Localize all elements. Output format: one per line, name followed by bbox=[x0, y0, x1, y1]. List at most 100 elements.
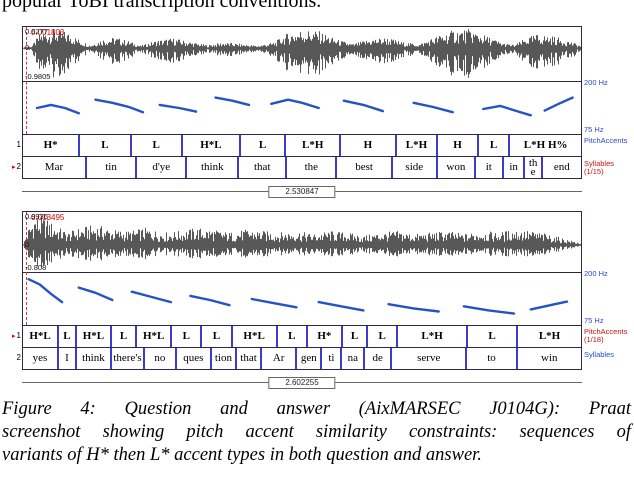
praat-editor: 0.013495 0.9936 0 -0.808 1 H*LLH*LLH*LLL… bbox=[17, 211, 582, 370]
tier-number[interactable]: 2 bbox=[9, 162, 21, 171]
pitch-area[interactable] bbox=[23, 273, 581, 326]
interval-pitch-accent[interactable]: H* bbox=[43, 139, 58, 151]
interval-word[interactable]: that bbox=[234, 348, 260, 369]
interval-pitch-accent[interactable]: L bbox=[170, 326, 200, 347]
tier-syllables: 2 Martind'yethinkthatthebestsidewonitint… bbox=[17, 156, 581, 178]
interval-pitch-accent[interactable]: L bbox=[57, 326, 75, 347]
interval-word[interactable]: won bbox=[435, 157, 474, 178]
interval-pitch-accent[interactable]: H*L bbox=[29, 330, 51, 342]
amplitude-zero-label: 0 bbox=[25, 43, 30, 53]
pitch-min-label: 75 Hz bbox=[584, 125, 604, 134]
interval-pitch-accent[interactable]: L*H bbox=[516, 326, 581, 347]
pitch-max-label: 200 Hz bbox=[584, 269, 608, 278]
selection-duration[interactable]: 2.602255 bbox=[268, 377, 336, 389]
body-text-cropped: popular ToBI transcription conventions. bbox=[2, 0, 634, 13]
interval-pitch-accent[interactable]: L bbox=[200, 326, 230, 347]
interval-word[interactable]: end bbox=[540, 157, 581, 178]
interval-word[interactable]: gen bbox=[295, 348, 320, 369]
interval-word[interactable]: the bbox=[285, 157, 335, 178]
amplitude-max-label: 0.9936 bbox=[25, 212, 48, 221]
duration-bar: 2.530847 bbox=[22, 186, 582, 198]
figure-caption: Figure 4: Question and answer (AixMARSEC… bbox=[2, 398, 631, 467]
interval-pitch-accent[interactable]: L*H bbox=[284, 135, 339, 156]
interval-word[interactable]: think bbox=[74, 348, 110, 369]
interval-word[interactable]: th e bbox=[523, 157, 540, 178]
interval-pitch-accent[interactable]: H*L bbox=[230, 326, 276, 347]
interval-pitch-accent[interactable]: H*L bbox=[74, 326, 110, 347]
interval-pitch-accent[interactable]: L bbox=[129, 135, 181, 156]
praat-editor-panel-answer: 0.013495 0.9936 0 -0.808 1 H*LLH*LLH*LLL… bbox=[17, 211, 634, 389]
interval-word[interactable]: side bbox=[390, 157, 436, 178]
interval-pitch-accent[interactable]: L*H bbox=[394, 135, 437, 156]
tier-name-pitchaccents: PitchAccents (1/18) bbox=[584, 327, 628, 344]
interval-pitch-accent[interactable]: H* bbox=[305, 326, 341, 347]
interval-word[interactable]: in bbox=[501, 157, 524, 178]
interval-pitch-accent[interactable]: H bbox=[436, 135, 476, 156]
interval-word[interactable]: think bbox=[185, 157, 237, 178]
duration-bar: 2.602255 bbox=[22, 377, 582, 389]
amplitude-zero-label: 0 bbox=[25, 240, 30, 249]
interval-pitch-accent[interactable]: L bbox=[78, 135, 129, 156]
interval-word[interactable]: ques bbox=[174, 348, 210, 369]
amplitude-min-label: -0.9805 bbox=[25, 72, 51, 81]
interval-word[interactable]: serve bbox=[390, 348, 465, 369]
interval-pitch-accent[interactable]: L bbox=[340, 326, 366, 347]
cursor-amplitude-value: 0.013495 bbox=[31, 213, 65, 222]
waveform-area[interactable]: 0.001803 0.6277 0 -0.9805 bbox=[23, 27, 581, 82]
interval-pitch-accent[interactable]: L bbox=[275, 326, 306, 347]
interval-word[interactable]: no bbox=[142, 348, 175, 369]
interval-word[interactable]: na bbox=[340, 348, 363, 369]
interval-word[interactable]: that bbox=[237, 157, 285, 178]
amplitude-min-label: -0.808 bbox=[25, 263, 47, 272]
interval-word[interactable]: tin bbox=[84, 157, 135, 178]
interval-word[interactable]: tion bbox=[209, 348, 235, 369]
cursor-line bbox=[26, 212, 27, 325]
tier-number[interactable]: 2 bbox=[16, 353, 21, 362]
waveform-area[interactable]: 0.013495 0.9936 0 -0.808 bbox=[23, 212, 581, 273]
interval-word[interactable]: win bbox=[515, 348, 581, 369]
tier-number[interactable]: 1 bbox=[9, 331, 21, 340]
interval-pitch-accent[interactable]: L bbox=[366, 326, 396, 347]
tier-pitchaccents: 1 H* L L H*L L L*H H L*H H L L*H H% bbox=[17, 135, 581, 156]
interval-pitch-accent[interactable]: L bbox=[238, 135, 284, 156]
interval-word[interactable]: Mar bbox=[44, 161, 64, 173]
pitch-contour[interactable] bbox=[23, 273, 581, 325]
pitch-area[interactable] bbox=[23, 82, 581, 135]
interval-word[interactable]: to bbox=[465, 348, 515, 369]
interval-word[interactable]: Ar bbox=[260, 348, 295, 369]
body-text-line: popular ToBI transcription conventions. bbox=[2, 0, 322, 12]
interval-word[interactable]: d'ye bbox=[135, 157, 185, 178]
interval-pitch-accent[interactable]: L*H bbox=[396, 326, 466, 347]
interval-pitch-accent[interactable]: L bbox=[110, 326, 135, 347]
amplitude-max-label: 0.6277 bbox=[25, 27, 48, 36]
pitch-min-label: 75 Hz bbox=[584, 316, 604, 325]
interval-pitch-accent[interactable]: H*L bbox=[180, 135, 239, 156]
interval-word[interactable]: I bbox=[57, 348, 75, 369]
cursor-line bbox=[26, 27, 27, 134]
cursor-amplitude-value: 0.001803 bbox=[31, 28, 65, 37]
figure-caption-line: screenshot showing pitch accent similari… bbox=[2, 422, 631, 442]
interval-pitch-accent[interactable]: H*L bbox=[135, 326, 170, 347]
interval-word[interactable]: de bbox=[363, 348, 390, 369]
interval-word[interactable]: ti bbox=[320, 348, 340, 369]
interval-word[interactable]: there's bbox=[110, 348, 143, 369]
interval-word[interactable]: best bbox=[335, 157, 390, 178]
pitch-contour[interactable] bbox=[23, 82, 581, 134]
selection-duration[interactable]: 2.530847 bbox=[268, 186, 336, 198]
interval-word[interactable]: it bbox=[473, 157, 502, 178]
interval-pitch-accent[interactable]: L*H H% bbox=[508, 135, 581, 156]
tier-name-syllables: Syllables bbox=[584, 350, 615, 359]
tier-name-pitchaccents: PitchAccents bbox=[584, 136, 628, 145]
right-label-column: 200 Hz 75 Hz PitchAccents Syllables (1/1… bbox=[582, 26, 634, 198]
tier-number[interactable]: 1 bbox=[16, 140, 21, 149]
waveform[interactable] bbox=[23, 212, 581, 272]
interval-pitch-accent[interactable]: L bbox=[465, 326, 516, 347]
interval-word[interactable]: yes bbox=[32, 352, 48, 364]
praat-editor: 0.001803 0.6277 0 -0.9805 1 H* L L H*L L L*H H… bbox=[17, 26, 582, 179]
interval-pitch-accent[interactable]: L bbox=[476, 135, 509, 156]
interval-pitch-accent[interactable]: H bbox=[339, 135, 394, 156]
waveform[interactable] bbox=[23, 27, 581, 81]
